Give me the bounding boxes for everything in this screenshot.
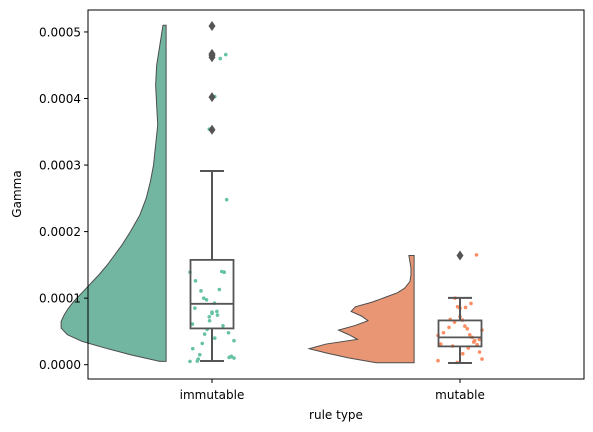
point-immutable bbox=[190, 346, 195, 351]
point-mutable bbox=[463, 305, 468, 310]
point-mutable bbox=[465, 326, 470, 331]
x-tick-label-mutable: mutable bbox=[435, 388, 485, 402]
outlier-immutable bbox=[208, 48, 216, 59]
outlier-immutable bbox=[208, 20, 216, 31]
point-immutable bbox=[193, 279, 198, 283]
point-immutable bbox=[219, 269, 224, 274]
y-tick-label: 0.0002 bbox=[39, 225, 81, 239]
point-mutable bbox=[460, 351, 465, 356]
outlier-immutable bbox=[208, 92, 216, 103]
violin-layer bbox=[60, 24, 415, 364]
y-tick-label: 0.0005 bbox=[39, 25, 81, 39]
point-mutable bbox=[474, 253, 479, 257]
point-mutable bbox=[480, 357, 484, 361]
point-immutable bbox=[215, 309, 219, 314]
point-mutable bbox=[467, 332, 472, 337]
y-axis: 0.0000 0.0001 0.0002 0.0003 0.0004 0.0005 bbox=[39, 25, 88, 372]
x-axis: immutable mutable bbox=[180, 379, 485, 402]
violin-immutable bbox=[60, 24, 167, 362]
y-axis-label: Gamma bbox=[10, 170, 24, 217]
point-immutable bbox=[201, 296, 206, 300]
point-immutable bbox=[188, 359, 192, 364]
point-mutable bbox=[438, 342, 443, 346]
x-tick-label-immutable: immutable bbox=[180, 388, 245, 402]
point-immutable bbox=[218, 56, 223, 61]
point-immutable bbox=[200, 341, 205, 346]
point-immutable bbox=[229, 354, 234, 359]
plot-frame bbox=[87, 9, 585, 380]
point-mutable bbox=[477, 350, 482, 354]
point-mutable bbox=[436, 358, 440, 363]
point-immutable bbox=[223, 52, 228, 57]
point-mutable bbox=[469, 301, 473, 306]
point-immutable bbox=[207, 314, 212, 319]
outlier-mutable bbox=[456, 250, 464, 261]
point-immutable bbox=[207, 318, 212, 323]
point-immutable bbox=[221, 323, 225, 328]
point-immutable bbox=[202, 332, 207, 336]
x-axis-label: rule type bbox=[309, 408, 363, 422]
point-mutable bbox=[472, 338, 477, 343]
boxplot-layer bbox=[189, 20, 483, 365]
point-immutable bbox=[193, 306, 197, 310]
violin-mutable bbox=[307, 255, 415, 364]
y-tick-label: 0.0000 bbox=[39, 358, 81, 372]
plot-background bbox=[88, 10, 584, 379]
point-mutable bbox=[447, 325, 451, 330]
outlier-immutable bbox=[208, 124, 216, 135]
point-immutable bbox=[217, 287, 222, 292]
point-immutable bbox=[226, 330, 231, 335]
point-immutable bbox=[224, 197, 229, 202]
point-immutable bbox=[215, 313, 220, 317]
point-mutable bbox=[455, 304, 460, 309]
point-immutable bbox=[232, 338, 236, 343]
y-tick-label: 0.0001 bbox=[39, 291, 81, 305]
box-immutable bbox=[189, 258, 235, 330]
point-immutable bbox=[195, 359, 200, 363]
point-immutable bbox=[190, 322, 195, 326]
point-immutable bbox=[212, 336, 217, 340]
y-tick-label: 0.0004 bbox=[39, 92, 81, 106]
y-tick-label: 0.0003 bbox=[39, 158, 81, 172]
point-mutable bbox=[441, 330, 446, 335]
point-immutable bbox=[197, 352, 202, 357]
point-mutable bbox=[477, 337, 482, 342]
box-mutable bbox=[437, 319, 483, 348]
point-mutable bbox=[463, 324, 467, 328]
point-immutable bbox=[210, 311, 214, 316]
point-immutable bbox=[199, 289, 203, 293]
point-immutable bbox=[204, 298, 209, 302]
